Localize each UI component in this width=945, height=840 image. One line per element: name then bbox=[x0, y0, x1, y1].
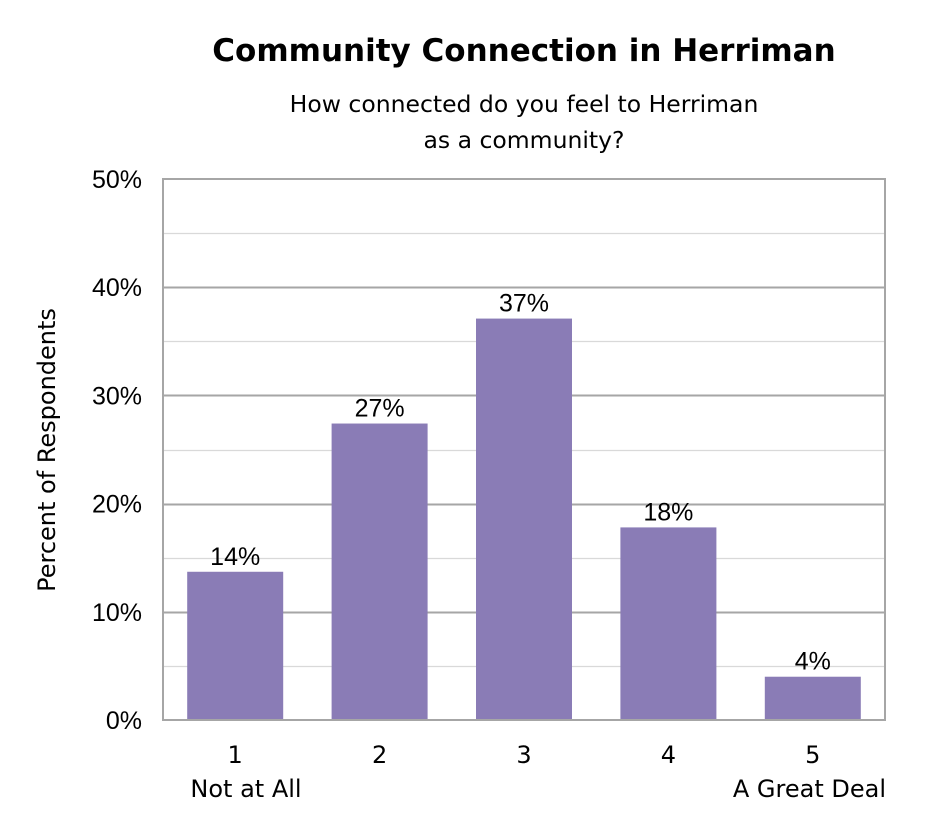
data-label-4: 18% bbox=[643, 498, 693, 526]
x-tick-label: 2 bbox=[372, 741, 387, 769]
y-tick-label: 40% bbox=[92, 274, 142, 302]
y-tick-label: 30% bbox=[92, 382, 142, 410]
x-tick-label: 4 bbox=[661, 741, 676, 769]
x-tick-label: 1 bbox=[228, 741, 243, 769]
y-tick-label: 0% bbox=[106, 707, 142, 735]
x-tick-sublabel: A Great Deal bbox=[733, 775, 886, 803]
y-tick-label: 50% bbox=[92, 166, 142, 194]
data-label-5: 4% bbox=[795, 648, 831, 676]
x-tick-label: 5 bbox=[805, 741, 820, 769]
y-tick-label: 10% bbox=[92, 599, 142, 627]
chart-subtitle-line-2: as a community? bbox=[424, 126, 625, 154]
bar-5 bbox=[764, 676, 861, 720]
x-tick-sublabel: Not at All bbox=[190, 775, 301, 803]
bar-4 bbox=[620, 527, 717, 720]
data-label-3: 37% bbox=[499, 290, 549, 318]
x-tick-label: 3 bbox=[516, 741, 531, 769]
chart-title: Community Connection in Herriman bbox=[212, 33, 835, 69]
bar-3 bbox=[476, 318, 572, 720]
bar-1 bbox=[187, 571, 284, 720]
chart-subtitle-line-1: How connected do you feel to Herriman bbox=[290, 90, 759, 118]
y-axis-label: Percent of Respondents bbox=[33, 308, 61, 592]
bar-2 bbox=[331, 423, 428, 720]
plot-border bbox=[162, 178, 886, 721]
data-label-1: 14% bbox=[210, 543, 260, 571]
y-tick-label: 20% bbox=[92, 491, 142, 519]
data-label-2: 27% bbox=[355, 395, 405, 423]
plot-area: 14% 27% 37% 18% 4% 0% 10% 20% 30% 40% 50% 1 Not at A… bbox=[92, 166, 886, 803]
